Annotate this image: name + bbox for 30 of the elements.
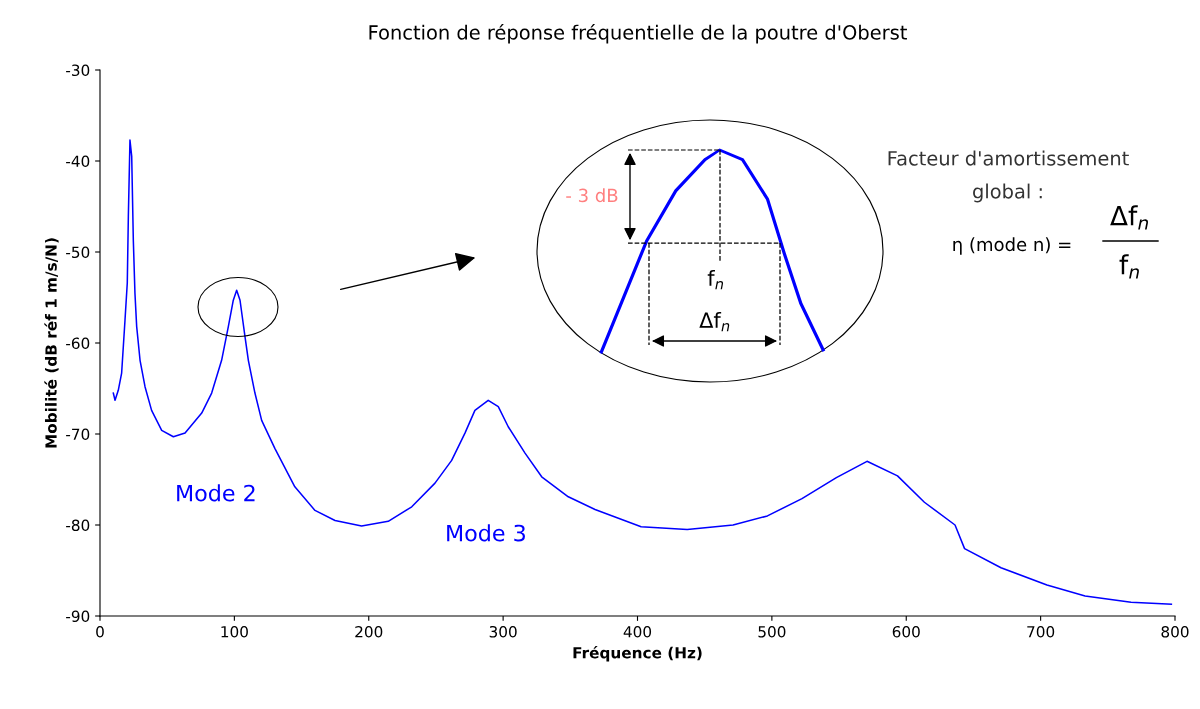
y-axis-title: Mobilité (dB réf 1 m/s/N) (44, 238, 59, 448)
chart-title: Fonction de réponse fréquentielle de la poutre d'Oberst (369, 23, 907, 44)
x-axis-title: Fréquence (Hz) (573, 646, 702, 662)
x-tick-label: 600 (892, 625, 920, 638)
annotation: Facteur d'amortissement (888, 150, 1129, 166)
annotation: Mode 3 (447, 524, 525, 542)
y-tick-label: -30 (66, 64, 90, 77)
x-tick-label: 200 (355, 625, 383, 638)
x-tick-label: 400 (623, 625, 652, 638)
y-tick-label: -80 (66, 519, 90, 532)
y-tick-label: -50 (66, 246, 90, 259)
y-tick-label: -90 (66, 610, 90, 623)
x-tick-label: 100 (221, 625, 248, 638)
x-tick-label: 700 (1027, 625, 1055, 638)
x-tick-label: 0 (96, 625, 104, 638)
annotation: Mode 2 (177, 484, 255, 502)
x-tick-label: 300 (489, 625, 517, 638)
annotation: global : (973, 183, 1042, 203)
annotation: η (mode n) = (953, 237, 1071, 255)
x-tick-label: 500 (758, 625, 786, 638)
annotation: f$_{n}$ (1119, 254, 1139, 279)
x-tick-label: 800 (1161, 625, 1189, 638)
annotation: Δf$_{n}$ (1110, 205, 1148, 230)
y-tick-label: -70 (66, 428, 90, 441)
y-tick-label: -40 (66, 155, 90, 168)
y-tick-label: -60 (66, 337, 90, 350)
annotation: - 3 dB (566, 188, 618, 203)
annotation: f$_{n}$ (707, 269, 724, 290)
line-series (112, 139, 1173, 605)
annotation: Δf$_{n}$ (699, 311, 730, 332)
